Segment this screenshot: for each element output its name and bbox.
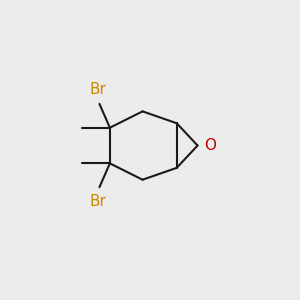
Text: Br: Br — [89, 194, 106, 209]
Text: Br: Br — [89, 82, 106, 98]
Text: O: O — [204, 138, 216, 153]
